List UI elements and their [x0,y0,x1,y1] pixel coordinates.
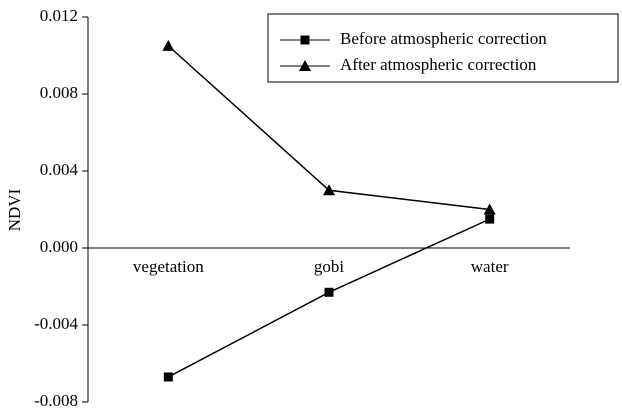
y-tick-label: 0.008 [40,83,78,102]
x-tick-label: gobi [314,257,345,276]
legend-marker [300,35,310,45]
legend-label: Before atmospheric correction [340,29,547,48]
legend-label: After atmospheric correction [340,55,537,74]
y-tick-label: -0.008 [34,391,78,410]
legend-marker [299,60,311,71]
y-tick-label: 0.000 [40,237,78,256]
y-tick-label: -0.004 [34,314,78,333]
y-tick-label: 0.004 [40,160,79,179]
data-point [324,287,334,297]
y-axis-label: NDVI [5,188,24,231]
x-tick-label: vegetation [133,257,204,276]
data-point [162,39,175,51]
series-line [167,218,490,378]
data-point [483,203,496,215]
data-point [485,214,495,224]
y-tick-label: 0.012 [40,6,78,25]
data-point [163,372,173,382]
data-point [323,184,335,196]
x-tick-label: water [471,257,509,276]
legend-box [267,13,619,83]
